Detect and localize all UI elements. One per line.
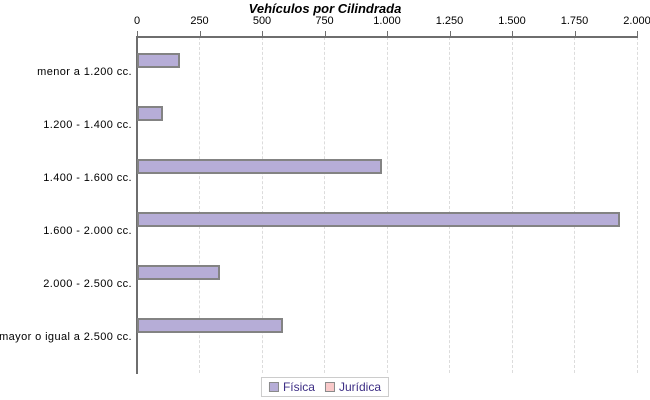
x-tickmark [574,31,576,36]
bar-física [137,159,382,174]
x-gridline [324,37,325,373]
x-tickmark [324,31,326,36]
x-tickmark [449,31,451,36]
bar-física [137,106,164,121]
category-label: 2.000 - 2.500 cc. [43,278,132,290]
bar-física [137,53,180,68]
x-tick-label: 250 [190,15,209,27]
x-gridline [449,37,450,373]
x-axis-line [137,36,638,38]
legend: Física Jurídica [260,377,390,397]
x-tickmark [387,31,388,36]
x-tickmark [262,31,263,36]
x-tick-label: 2.000 [623,15,650,27]
x-gridline [261,37,263,373]
legend-swatch-jurídica-icon [324,382,335,392]
category-label: mayor o igual a 2.500 cc. [0,331,132,343]
x-tick-label: 0 [133,15,141,27]
category-label: 1.600 - 2.000 cc. [43,225,132,237]
x-gridline [199,37,200,373]
category-label: 1.200 - 1.400 cc. [43,119,132,131]
legend-label: Jurídica [338,380,382,394]
legend-swatch-física-icon [268,382,279,392]
bar-física [137,212,620,227]
category-label: 1.400 - 1.600 cc. [43,172,132,184]
legend-label: Física [282,380,315,394]
x-tickmark [137,31,138,36]
x-tick-label: 1.250 [435,15,464,27]
x-gridline [386,37,388,373]
category-label: menor a 1.200 cc. [37,66,132,78]
x-tickmark [637,31,638,36]
legend-item-jurídica: Jurídica [324,380,382,394]
x-tick-label: 500 [252,15,272,27]
x-tickmark [512,31,513,36]
x-tick-label: 1.000 [373,15,401,27]
chart-title: Vehículos por Cilindrada [248,1,402,16]
bar-física [137,265,220,280]
x-gridline [636,37,638,373]
bar-física [137,318,284,333]
y-axis-line [136,36,138,374]
x-gridline [574,37,575,373]
plot-area [136,31,638,374]
legend-item-física: Física [268,380,315,394]
x-tick-label: 1.500 [498,15,526,27]
x-tickmark [199,31,201,36]
x-tick-label: 1.750 [560,15,589,27]
x-tick-label: 750 [315,15,334,27]
x-gridline [511,37,513,373]
